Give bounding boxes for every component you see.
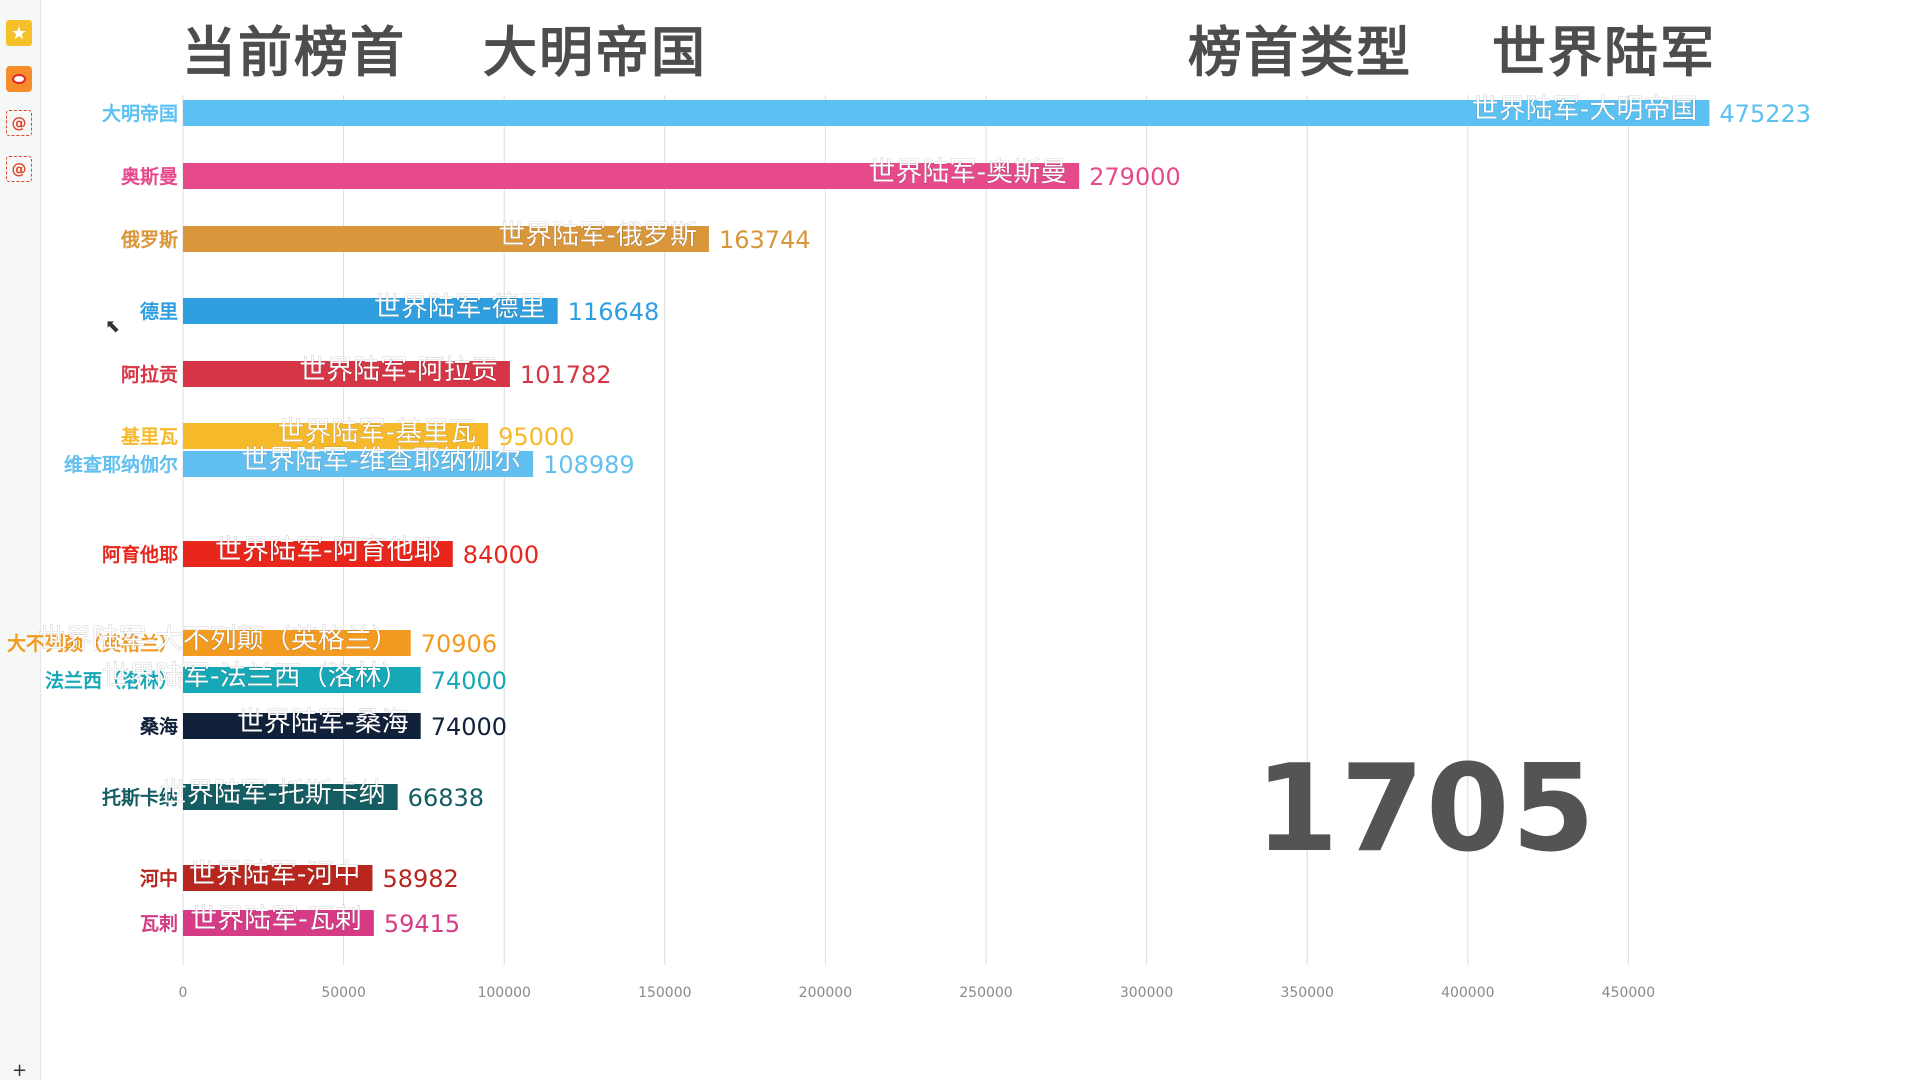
bar-label: 世界陆军-大不列颠（英格兰） — [38, 624, 399, 655]
bar-label: 世界陆军-维查耶纳伽尔 — [241, 445, 521, 476]
bar-label: 世界陆军-桑海 — [237, 707, 409, 738]
bar — [183, 910, 374, 936]
value-label: 163744 — [719, 226, 811, 254]
bar — [183, 713, 421, 739]
bar — [183, 630, 411, 656]
at-icon[interactable]: @ — [6, 156, 32, 182]
value-label: 74000 — [431, 713, 507, 741]
bar — [183, 361, 510, 387]
bar-label: 世界陆军-法兰西（洛林） — [102, 661, 409, 692]
leader-type-label: 榜首类型 — [1188, 21, 1412, 84]
bar-label: 世界陆军-俄罗斯 — [498, 220, 697, 251]
category-label: 奥斯曼 — [121, 165, 178, 188]
bar-label: 世界陆军-托斯卡纳 — [160, 778, 386, 809]
x-tick-label: 0 — [179, 985, 188, 1001]
x-tick-label: 150000 — [638, 985, 691, 1001]
value-label: 66838 — [408, 784, 484, 812]
value-label: 74000 — [431, 667, 507, 695]
category-label: 维查耶纳伽尔 — [64, 453, 178, 476]
category-label: 阿拉贡 — [121, 363, 178, 386]
value-label: 101782 — [520, 361, 612, 389]
category-label: 河中 — [140, 867, 178, 890]
category-label: 桑海 — [140, 715, 178, 738]
current-leader-label: 当前榜首 — [182, 21, 406, 84]
category-label: 俄罗斯 — [120, 228, 178, 251]
value-label: 59415 — [384, 910, 460, 938]
value-label: 108989 — [543, 451, 635, 479]
category-label: 阿育他耶 — [102, 543, 178, 566]
bar — [183, 451, 534, 477]
x-tick-label: 50000 — [321, 985, 366, 1001]
value-label: 70906 — [421, 630, 497, 658]
bar-label: 世界陆军-河中 — [189, 859, 361, 890]
bar-label: 世界陆军-瓦剌 — [190, 904, 362, 935]
value-label: 116648 — [568, 298, 660, 326]
x-tick-label: 400000 — [1441, 985, 1494, 1001]
bar — [183, 226, 709, 252]
bar-label: 世界陆军-阿育他耶 — [215, 535, 441, 566]
current-leader-value: 大明帝国 — [483, 21, 707, 84]
value-label: 279000 — [1089, 163, 1181, 191]
bar-label: 世界陆军-大明帝国 — [1472, 94, 1698, 125]
bar-label: 世界陆军-基里瓦 — [277, 417, 476, 448]
x-tick-label: 200000 — [799, 985, 852, 1001]
bar — [183, 784, 398, 810]
x-tick-label: 350000 — [1280, 985, 1333, 1001]
bar-label: 世界陆军-德里 — [374, 292, 546, 323]
x-tick-label: 450000 — [1602, 985, 1655, 1001]
bar — [183, 298, 558, 324]
category-label: 瓦剌 — [140, 913, 178, 935]
bar — [183, 100, 1710, 126]
x-tick-label: 250000 — [959, 985, 1012, 1001]
value-label: 84000 — [463, 541, 539, 569]
at-icon[interactable]: @ — [6, 110, 32, 136]
bar — [183, 865, 373, 891]
weibo-icon[interactable] — [6, 66, 32, 92]
sidebar: ★ @ @ + — [0, 0, 41, 1081]
category-label: 大明帝国 — [102, 102, 178, 125]
bar-label: 世界陆军-奥斯曼 — [868, 157, 1067, 188]
x-tick-label: 300000 — [1120, 985, 1173, 1001]
category-label: 托斯卡纳 — [102, 786, 178, 809]
mouse-cursor-icon: ⬉ — [105, 316, 121, 337]
category-label: 法兰西（洛林） — [45, 669, 178, 692]
value-label: 475223 — [1719, 100, 1811, 128]
star-icon[interactable]: ★ — [6, 20, 32, 46]
plus-icon[interactable]: + — [12, 1060, 28, 1081]
value-label: 95000 — [498, 423, 574, 451]
category-label: 基里瓦 — [120, 425, 178, 448]
category-label: 德里 — [140, 300, 178, 323]
bar — [183, 423, 489, 449]
bar — [183, 667, 421, 693]
x-tick-label: 100000 — [477, 985, 530, 1001]
category-label: 大不列颠（英格兰） — [7, 632, 178, 655]
value-label: 58982 — [382, 865, 458, 893]
year-counter: 1705 — [1255, 740, 1597, 879]
bar — [183, 163, 1080, 189]
bar-label: 世界陆军-阿拉贡 — [299, 355, 498, 386]
leader-type-value: 世界陆军 — [1492, 21, 1716, 84]
bar — [183, 541, 453, 567]
